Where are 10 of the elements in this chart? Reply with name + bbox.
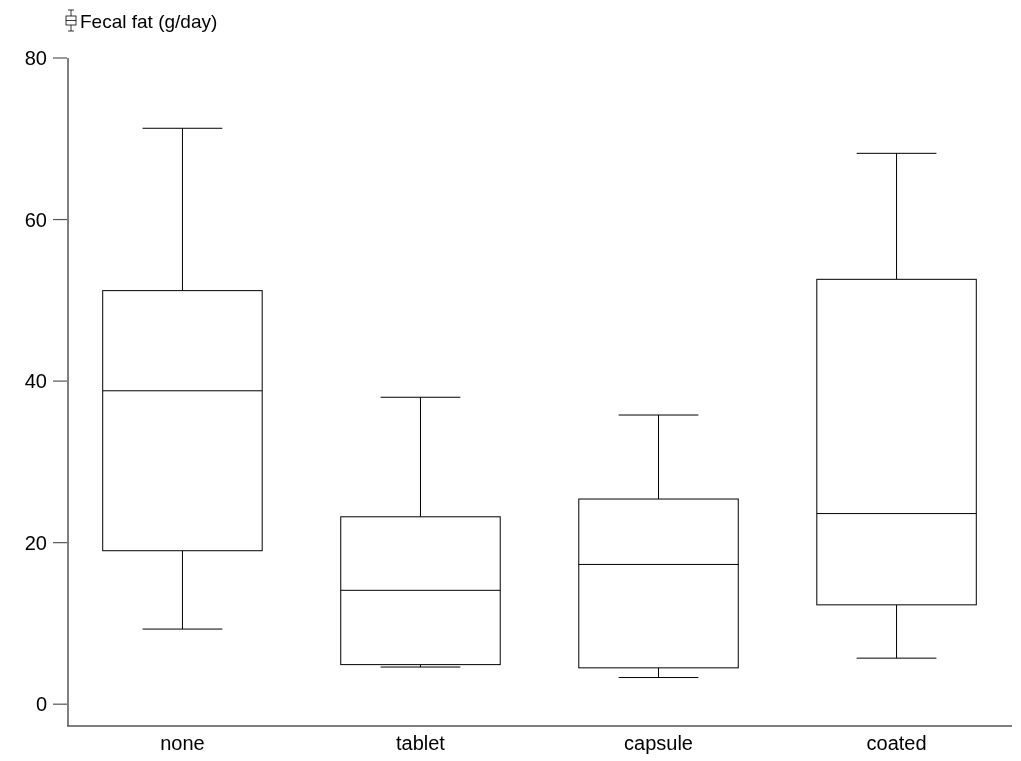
y-tick-label: 60	[24, 208, 47, 231]
y-tick-label: 80	[24, 47, 47, 69]
x-tick-label: capsule	[624, 732, 693, 754]
y-tick-label: 0	[35, 693, 47, 716]
x-tick-label: coated	[866, 732, 927, 754]
x-tick-label: tablet	[396, 732, 446, 754]
y-tick-label: 40	[24, 370, 47, 393]
y-axis-title: Fecal fat (g/day)	[80, 11, 218, 32]
y-tick-label: 20	[24, 531, 47, 554]
x-tick-label: none	[160, 732, 205, 754]
